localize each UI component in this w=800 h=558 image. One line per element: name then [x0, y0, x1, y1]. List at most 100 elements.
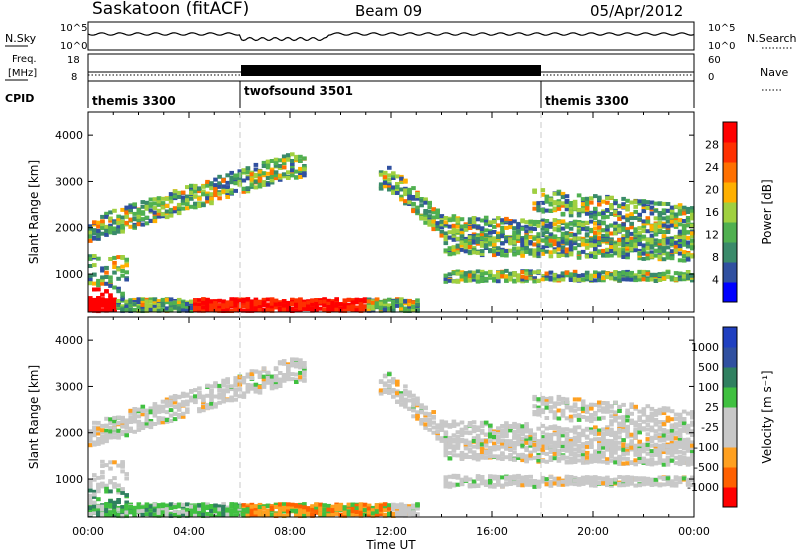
range-gate-cell [165, 410, 170, 414]
range-gate-cell [100, 437, 105, 441]
range-gate-cell [617, 204, 622, 208]
range-gate-cell [468, 220, 473, 224]
range-gate-cell [153, 409, 158, 413]
range-gate-cell [520, 254, 525, 258]
range-gate-cell [173, 397, 178, 401]
range-gate-cell [444, 484, 449, 488]
range-gate-cell [500, 218, 505, 222]
range-gate-cell [355, 506, 360, 510]
range-gate-cell [625, 230, 630, 234]
range-gate-cell [682, 224, 687, 228]
range-gate-cell [553, 222, 558, 226]
range-gate-cell [124, 493, 129, 497]
range-gate-cell [149, 425, 154, 429]
range-gate-cell [270, 159, 275, 163]
range-gate-cell [225, 508, 230, 512]
range-gate-cell [581, 277, 586, 281]
range-gate-cell [460, 428, 465, 432]
range-gate-cell [646, 272, 651, 276]
range-gate-cell [145, 299, 150, 303]
range-gate-cell [452, 448, 457, 452]
range-gate-cell [444, 451, 449, 455]
range-gate-cell [120, 430, 125, 434]
range-gate-cell [581, 202, 586, 206]
range-gate-cell [561, 411, 566, 415]
range-gate-cell [221, 379, 226, 383]
range-gate-cell [557, 483, 562, 487]
range-gate-cell [173, 513, 178, 517]
range-gate-cell [512, 236, 517, 240]
range-gate-cell [419, 422, 424, 426]
range-gate-cell [492, 225, 497, 229]
range-gate-cell [217, 384, 222, 388]
range-gate-cell [468, 250, 473, 254]
range-gate-cell [423, 211, 428, 215]
range-gate-cell [141, 200, 146, 204]
range-gate-cell [254, 163, 259, 167]
range-gate-cell [96, 484, 101, 488]
range-gate-cell [452, 474, 457, 478]
range-gate-cell [500, 424, 505, 428]
range-gate-cell [169, 301, 174, 305]
range-gate-cell [88, 483, 93, 487]
range-gate-cell [613, 231, 618, 235]
range-gate-cell [496, 445, 501, 449]
range-gate-cell [229, 508, 234, 512]
range-gate-cell [557, 254, 562, 258]
range-gate-cell [605, 196, 610, 200]
range-gate-cell [104, 424, 109, 428]
range-gate-cell [581, 223, 586, 227]
range-gate-cell [128, 225, 133, 229]
range-gate-cell [197, 197, 202, 201]
range-gate-cell [520, 247, 525, 251]
range-gate-cell [605, 275, 610, 279]
range-gate-cell [250, 305, 255, 309]
range-gate-cell [407, 399, 412, 403]
range-gate-cell [173, 301, 178, 305]
range-gate-cell [185, 202, 190, 206]
range-gate-cell [92, 478, 97, 482]
range-gate-cell [581, 208, 586, 212]
range-gate-cell [496, 475, 501, 479]
range-gate-cell [254, 383, 259, 387]
range-gate-cell [169, 506, 174, 510]
range-gate-cell [161, 212, 166, 216]
range-gate-cell [116, 228, 121, 232]
range-gate-cell [209, 384, 214, 388]
range-gate-cell [524, 236, 529, 240]
range-gate-cell [197, 298, 202, 302]
range-gate-cell [112, 427, 117, 431]
range-gate-cell [658, 245, 663, 249]
range-gate-cell [444, 232, 449, 236]
range-gate-cell [213, 192, 218, 196]
range-gate-cell [589, 277, 594, 281]
range-gate-cell [577, 236, 582, 240]
range-gate-cell [270, 170, 275, 174]
range-gate-cell [504, 434, 509, 438]
range-gate-cell [387, 178, 392, 182]
range-gate-cell [476, 438, 481, 442]
range-gate-cell [246, 507, 251, 511]
range-gate-cell [508, 272, 513, 276]
range-gate-cell [100, 428, 105, 432]
range-gate-cell [508, 439, 513, 443]
range-gate-cell [464, 246, 469, 250]
range-gate-cell [480, 438, 485, 442]
range-gate-cell [225, 173, 230, 177]
range-gate-cell [650, 234, 655, 238]
nave-tick-top: 60 [708, 55, 721, 66]
range-gate-cell [290, 357, 295, 361]
range-gate-cell [419, 410, 424, 414]
range-gate-cell [367, 305, 372, 309]
range-gate-cell [290, 168, 295, 172]
range-gate-cell [484, 271, 489, 275]
range-gate-cell [278, 384, 283, 388]
range-gate-cell [500, 249, 505, 253]
range-gate-cell [100, 441, 105, 445]
range-gate-cell [108, 426, 113, 430]
range-gate-cell [173, 194, 178, 198]
range-gate-cell [605, 238, 610, 242]
range-gate-cell [646, 206, 651, 210]
range-gate-cell [262, 512, 267, 516]
